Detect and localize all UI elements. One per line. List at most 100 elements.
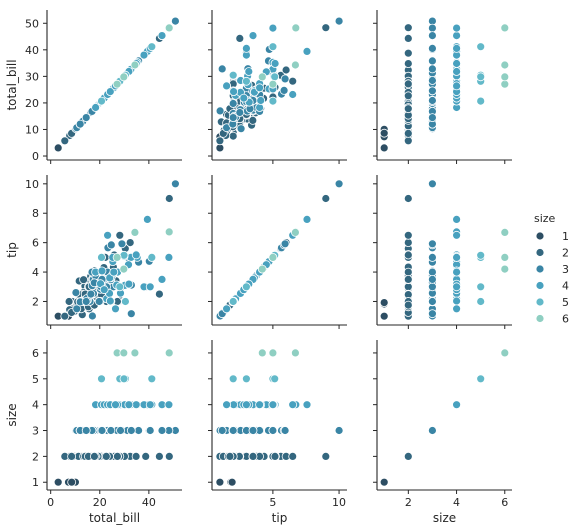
point-size-5 — [476, 96, 486, 106]
point-size-3 — [427, 31, 437, 40]
point-size-2 — [403, 48, 413, 58]
point-size-6 — [268, 79, 278, 89]
point-size-6 — [119, 72, 129, 82]
point-size-2 — [403, 128, 413, 138]
point-size-3 — [145, 426, 155, 435]
point-size-6 — [164, 23, 174, 33]
point-size-6 — [257, 72, 267, 82]
point-size-2 — [101, 451, 111, 461]
point-size-3 — [248, 426, 258, 435]
point-size-6 — [130, 60, 140, 70]
y-tick-label: 10 — [25, 178, 39, 191]
point-size-2 — [403, 267, 413, 277]
point-size-4 — [452, 31, 462, 40]
point-size-5 — [121, 297, 130, 306]
point-size-5 — [115, 282, 125, 292]
panel-tip-vs-size — [373, 175, 512, 329]
pairplot-panels: 0 10 20 30 40 50 2 4 6 8 10 0 20 40 1 2 3 4 5 6 5 10 2 4 6 — [25, 10, 512, 509]
point-size-3 — [228, 426, 238, 435]
point-size-5 — [476, 250, 486, 260]
point-size-1 — [215, 477, 225, 487]
point-size-5 — [241, 374, 251, 384]
point-size-5 — [119, 374, 129, 384]
legend-entry-label: 6 — [562, 313, 569, 326]
point-size-6 — [164, 227, 174, 237]
y-tick-label: 4 — [32, 399, 39, 412]
point-size-2 — [403, 59, 413, 68]
point-size-4 — [244, 67, 254, 76]
point-size-6 — [500, 348, 510, 358]
point-size-2 — [90, 451, 99, 461]
x-axis-label-size: size — [433, 511, 456, 525]
x-tick-label: 20 — [93, 496, 107, 509]
point-size-3 — [88, 311, 97, 321]
point-size-4 — [452, 67, 462, 76]
point-size-4 — [452, 81, 462, 91]
point-size-4 — [288, 400, 298, 410]
point-size-3 — [334, 426, 344, 435]
point-size-3 — [427, 64, 437, 74]
point-size-2 — [403, 194, 413, 203]
point-size-4 — [105, 296, 115, 306]
point-size-2 — [321, 194, 331, 203]
point-size-5 — [268, 96, 278, 106]
legend-entry-label: 5 — [562, 296, 569, 309]
point-size-3 — [427, 113, 437, 122]
point-size-3 — [427, 23, 437, 33]
point-size-2 — [79, 275, 88, 285]
point-size-5 — [97, 96, 106, 106]
point-size-4 — [239, 93, 249, 103]
point-size-6 — [268, 348, 278, 358]
point-size-3 — [427, 297, 437, 306]
point-size-4 — [105, 87, 115, 96]
point-size-4 — [229, 87, 239, 96]
point-size-4 — [452, 296, 462, 306]
point-size-2 — [215, 136, 225, 146]
panel-size-vs-size: 2 4 6 — [373, 340, 512, 509]
x-tick-label: 2 — [405, 496, 412, 509]
point-size-2 — [64, 297, 74, 306]
point-size-2 — [403, 250, 413, 260]
point-size-4 — [124, 400, 134, 410]
point-size-3 — [126, 426, 136, 435]
y-axis-label-size: size — [5, 403, 19, 426]
y-tick-label: 3 — [32, 425, 39, 438]
point-size-4 — [302, 47, 312, 56]
legend: size 1 2 3 4 5 6 — [534, 212, 569, 326]
point-size-4 — [256, 96, 266, 105]
point-size-3 — [334, 179, 344, 189]
point-size-1 — [53, 143, 63, 153]
point-size-2 — [67, 451, 76, 461]
point-size-5 — [147, 252, 157, 262]
point-size-5 — [476, 374, 486, 384]
legend-title: size — [534, 212, 556, 225]
legend-entry-label: 1 — [562, 230, 569, 243]
point-size-2 — [403, 23, 413, 33]
point-size-6 — [119, 348, 129, 358]
point-size-4 — [145, 282, 155, 292]
point-size-3 — [75, 119, 85, 129]
point-size-5 — [270, 72, 280, 82]
point-size-4 — [164, 400, 174, 410]
point-size-3 — [157, 426, 167, 435]
x-axis-label-total_bill: total_bill — [89, 511, 140, 525]
panel-total_bill-vs-tip — [208, 10, 347, 164]
y-tick-label: 6 — [32, 237, 39, 250]
point-size-5 — [241, 76, 251, 86]
point-size-4 — [270, 59, 280, 68]
point-size-4 — [111, 304, 120, 314]
point-size-3 — [126, 309, 136, 319]
point-size-3 — [116, 426, 125, 435]
point-size-6 — [268, 252, 278, 262]
point-size-2 — [154, 451, 164, 461]
point-size-2 — [60, 311, 70, 321]
point-size-3 — [86, 289, 96, 299]
y-tick-label: 30 — [25, 70, 39, 83]
point-size-4 — [157, 31, 167, 40]
point-size-3 — [427, 274, 437, 284]
point-size-1 — [53, 477, 63, 487]
panel-tip-vs-total_bill: 2 4 6 8 10 — [25, 175, 182, 329]
point-size-1 — [67, 477, 77, 487]
point-size-4 — [97, 266, 107, 276]
